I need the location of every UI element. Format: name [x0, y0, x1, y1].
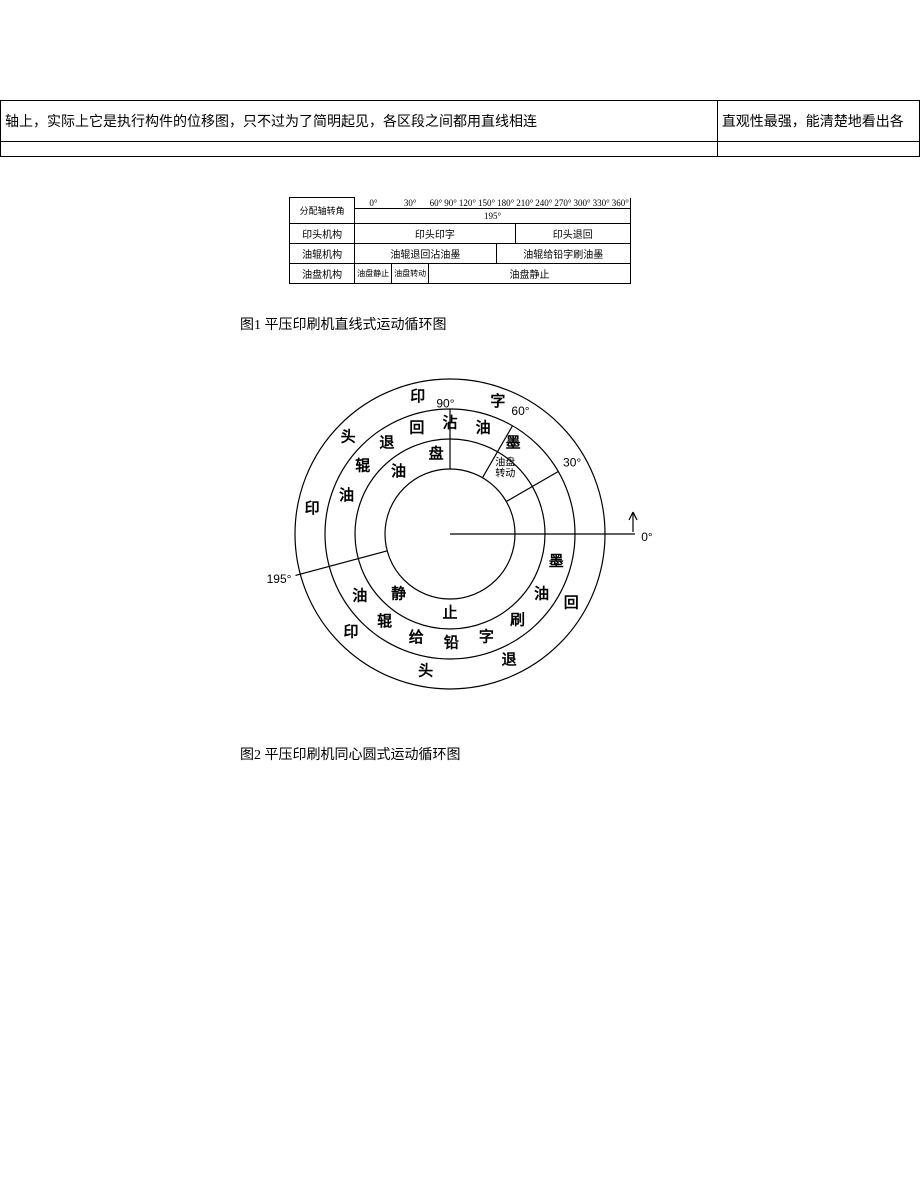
svg-text:30°: 30° — [563, 455, 581, 469]
mid-angle: 195° — [355, 208, 631, 223]
row-label-axis: 分配轴转角 — [290, 198, 355, 224]
svg-text:油: 油 — [476, 418, 491, 436]
printhead-b: 印头退回 — [515, 223, 630, 243]
printhead-a: 印头印字 — [355, 223, 516, 243]
svg-text:回: 回 — [409, 419, 424, 436]
svg-text:沾: 沾 — [442, 413, 457, 431]
row-roller: 油辊机构 油辊退回沾油墨 油辊给铅字刷油墨 — [290, 243, 631, 263]
svg-text:墨: 墨 — [549, 552, 564, 569]
svg-text:195°: 195° — [267, 571, 292, 585]
svg-text:字: 字 — [490, 391, 505, 409]
svg-text:印: 印 — [305, 499, 320, 517]
svg-text:铅: 铅 — [444, 633, 459, 651]
angle-30: 30° — [392, 198, 429, 209]
figure2-wrap: 0°195°30°60°90°油盘转动印头印字印头退回油辊退回沾油墨油辊给铅字刷… — [260, 354, 660, 714]
angle-row: 分配轴转角 0° 30° 60° 90° 120° 150° 180° 210°… — [290, 198, 631, 209]
svg-text:60°: 60° — [511, 404, 529, 418]
angle-180: 180° — [496, 198, 515, 209]
linear-cycle-table: 分配轴转角 0° 30° 60° 90° 120° 150° 180° 210°… — [289, 197, 631, 284]
svg-text:90°: 90° — [436, 396, 454, 410]
plate-a: 油盘静止 — [355, 263, 392, 283]
header-empty-right — [717, 142, 919, 157]
angle-150: 150° — [477, 198, 496, 209]
svg-text:印: 印 — [410, 387, 425, 405]
angle-210: 210° — [515, 198, 534, 209]
figure1-caption: 图1 平压印刷机直线式运动循环图 — [240, 314, 920, 334]
svg-text:退: 退 — [379, 434, 394, 451]
roller-a: 油辊退回沾油墨 — [355, 243, 496, 263]
header-cell-left: 轴上，实际上它是执行构件的位移图，只不过为了简明起见，各区段之间都用直线相连 — [1, 101, 718, 142]
row-label-printhead: 印头机构 — [290, 223, 355, 243]
svg-text:字: 字 — [479, 627, 494, 645]
svg-text:盘: 盘 — [429, 444, 444, 462]
angle-60: 60° — [429, 198, 444, 209]
svg-text:油盘: 油盘 — [495, 455, 515, 468]
svg-text:退: 退 — [502, 651, 517, 668]
svg-text:止: 止 — [442, 603, 457, 621]
svg-text:辊: 辊 — [377, 611, 392, 629]
angle-330: 330° — [592, 198, 611, 209]
plate-c: 油盘静止 — [429, 263, 631, 283]
plate-b: 油盘转动 — [392, 263, 429, 283]
svg-text:静: 静 — [391, 584, 406, 602]
angle-120: 120° — [458, 198, 477, 209]
svg-text:给: 给 — [409, 628, 424, 646]
concentric-circle-diagram: 0°195°30°60°90°油盘转动印头印字印头退回油辊退回沾油墨油辊给铅字刷… — [260, 354, 660, 714]
svg-text:转动: 转动 — [495, 466, 515, 479]
svg-text:油: 油 — [534, 584, 549, 602]
angle-240: 240° — [534, 198, 553, 209]
svg-text:印: 印 — [343, 622, 358, 640]
svg-text:墨: 墨 — [506, 434, 521, 451]
header-table: 轴上，实际上它是执行构件的位移图，只不过为了简明起见，各区段之间都用直线相连 直… — [0, 100, 920, 157]
figure2-caption: 图2 平压印刷机同心圆式运动循环图 — [240, 744, 920, 764]
svg-text:头: 头 — [418, 662, 433, 679]
row-label-roller: 油辊机构 — [290, 243, 355, 263]
angle-0: 0° — [355, 198, 392, 209]
header-empty-left — [1, 142, 718, 157]
row-plate: 油盘机构 油盘静止 油盘转动 油盘静止 — [290, 263, 631, 283]
angle-300: 300° — [573, 198, 592, 209]
angle-90: 90° — [443, 198, 458, 209]
figure1-wrap: 分配轴转角 0° 30° 60° 90° 120° 150° 180° 210°… — [265, 197, 655, 284]
svg-text:辊: 辊 — [355, 456, 370, 474]
svg-text:油: 油 — [339, 485, 354, 503]
svg-text:头: 头 — [341, 428, 356, 445]
svg-text:回: 回 — [564, 594, 579, 611]
header-cell-right: 直观性最强，能清楚地看出各 — [717, 101, 919, 142]
angle-360: 360° — [611, 198, 631, 209]
svg-text:刷: 刷 — [510, 611, 525, 628]
row-printhead: 印头机构 印头印字 印头退回 — [290, 223, 631, 243]
angle-270: 270° — [553, 198, 572, 209]
svg-text:油: 油 — [391, 462, 406, 480]
svg-text:油: 油 — [352, 586, 367, 604]
svg-text:0°: 0° — [641, 530, 653, 544]
roller-b: 油辊给铅字刷油墨 — [496, 243, 630, 263]
row-label-plate: 油盘机构 — [290, 263, 355, 283]
